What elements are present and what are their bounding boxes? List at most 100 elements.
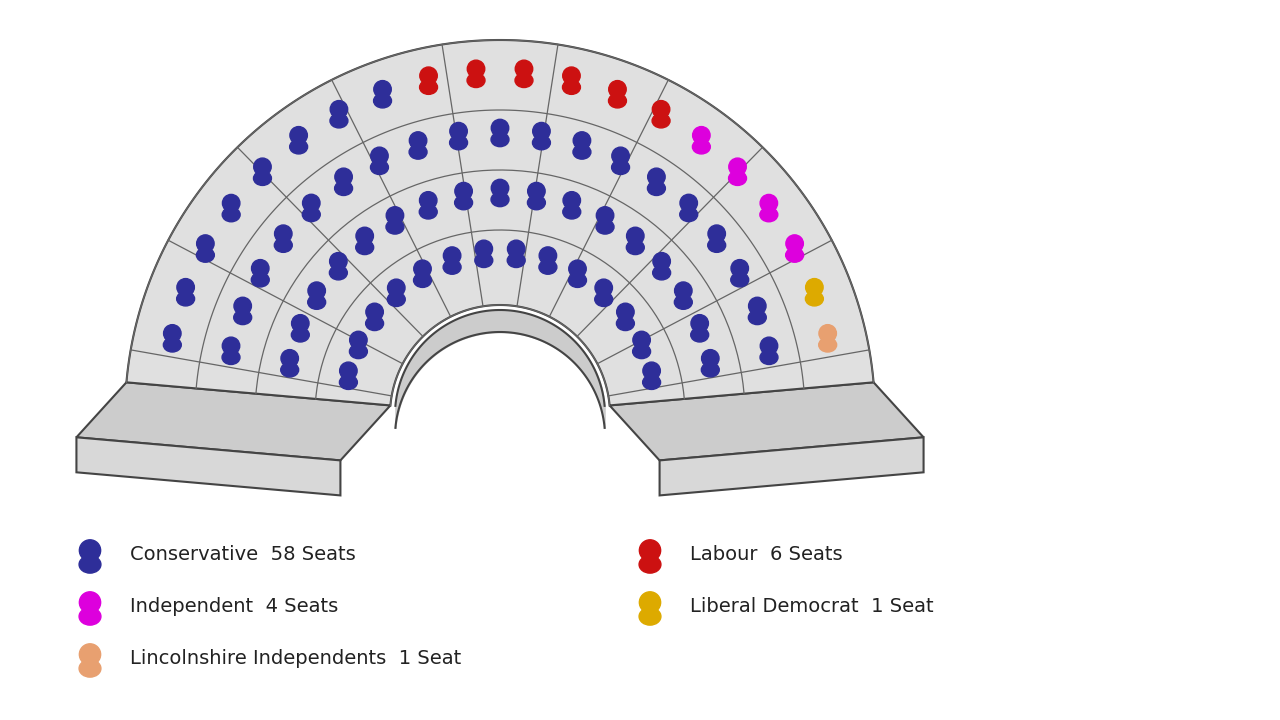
- Ellipse shape: [632, 344, 650, 359]
- Circle shape: [728, 158, 746, 176]
- Ellipse shape: [449, 135, 467, 150]
- Circle shape: [292, 315, 308, 332]
- Ellipse shape: [79, 660, 101, 677]
- Ellipse shape: [708, 238, 726, 253]
- Circle shape: [609, 81, 626, 98]
- Ellipse shape: [388, 292, 406, 307]
- Circle shape: [563, 192, 581, 209]
- Text: Labour  6 Seats: Labour 6 Seats: [690, 546, 842, 564]
- Ellipse shape: [475, 253, 493, 268]
- Circle shape: [760, 337, 778, 355]
- Circle shape: [420, 192, 436, 209]
- Circle shape: [786, 235, 804, 252]
- Polygon shape: [659, 437, 924, 495]
- Circle shape: [573, 132, 590, 149]
- Circle shape: [612, 147, 630, 165]
- Ellipse shape: [196, 248, 214, 262]
- Circle shape: [308, 282, 325, 300]
- Circle shape: [640, 540, 660, 561]
- Circle shape: [680, 194, 698, 212]
- Circle shape: [164, 325, 180, 342]
- Circle shape: [253, 158, 271, 176]
- Ellipse shape: [251, 273, 269, 287]
- Ellipse shape: [608, 94, 626, 108]
- Circle shape: [349, 331, 367, 348]
- Circle shape: [177, 279, 195, 296]
- Ellipse shape: [691, 328, 709, 342]
- Ellipse shape: [563, 204, 581, 219]
- Circle shape: [653, 101, 669, 118]
- Circle shape: [79, 644, 101, 665]
- Ellipse shape: [680, 207, 698, 222]
- Circle shape: [731, 260, 749, 277]
- Ellipse shape: [819, 338, 837, 352]
- Ellipse shape: [675, 295, 692, 310]
- Circle shape: [366, 303, 383, 320]
- Ellipse shape: [307, 295, 325, 310]
- Circle shape: [627, 228, 644, 245]
- Circle shape: [223, 194, 239, 212]
- Circle shape: [701, 350, 719, 367]
- Ellipse shape: [760, 350, 778, 364]
- Circle shape: [568, 260, 586, 277]
- Text: Lincolnshire Independents  1 Seat: Lincolnshire Independents 1 Seat: [131, 649, 461, 668]
- Circle shape: [692, 127, 710, 144]
- Polygon shape: [609, 382, 924, 460]
- Circle shape: [691, 315, 708, 332]
- Ellipse shape: [626, 240, 644, 255]
- Circle shape: [640, 592, 660, 613]
- Ellipse shape: [221, 350, 239, 364]
- Ellipse shape: [302, 207, 320, 222]
- Ellipse shape: [527, 196, 545, 210]
- Circle shape: [387, 207, 403, 224]
- Ellipse shape: [515, 73, 532, 88]
- Ellipse shape: [79, 556, 101, 573]
- Circle shape: [79, 540, 101, 561]
- Circle shape: [596, 207, 614, 224]
- Ellipse shape: [289, 140, 307, 154]
- Ellipse shape: [366, 316, 384, 330]
- Circle shape: [492, 120, 508, 137]
- Ellipse shape: [728, 171, 746, 186]
- Ellipse shape: [292, 328, 310, 342]
- Circle shape: [760, 194, 777, 212]
- Circle shape: [539, 247, 557, 264]
- Ellipse shape: [617, 316, 635, 330]
- Ellipse shape: [374, 94, 392, 108]
- Circle shape: [356, 228, 374, 245]
- Circle shape: [330, 253, 347, 270]
- Circle shape: [653, 253, 671, 270]
- Circle shape: [335, 168, 352, 186]
- Ellipse shape: [701, 363, 719, 377]
- Circle shape: [675, 282, 692, 300]
- Circle shape: [475, 240, 493, 258]
- Circle shape: [563, 67, 580, 84]
- Ellipse shape: [507, 253, 525, 268]
- Circle shape: [79, 592, 101, 613]
- Polygon shape: [127, 40, 873, 405]
- Circle shape: [527, 182, 545, 200]
- Circle shape: [443, 247, 461, 264]
- Circle shape: [410, 132, 426, 149]
- Circle shape: [632, 331, 650, 348]
- Circle shape: [467, 60, 485, 78]
- Circle shape: [507, 240, 525, 258]
- Ellipse shape: [562, 80, 580, 94]
- Ellipse shape: [612, 161, 630, 174]
- Ellipse shape: [387, 220, 404, 234]
- Ellipse shape: [234, 310, 252, 325]
- Circle shape: [371, 147, 388, 165]
- Ellipse shape: [356, 240, 374, 255]
- Ellipse shape: [79, 608, 101, 625]
- Ellipse shape: [653, 266, 671, 280]
- Ellipse shape: [164, 338, 182, 352]
- Ellipse shape: [413, 273, 431, 287]
- Circle shape: [388, 279, 404, 297]
- Circle shape: [819, 325, 836, 342]
- Circle shape: [749, 297, 765, 315]
- Circle shape: [413, 260, 431, 277]
- Text: Liberal Democrat  1 Seat: Liberal Democrat 1 Seat: [690, 598, 933, 616]
- Circle shape: [708, 225, 726, 243]
- Circle shape: [223, 337, 239, 355]
- Ellipse shape: [177, 292, 195, 306]
